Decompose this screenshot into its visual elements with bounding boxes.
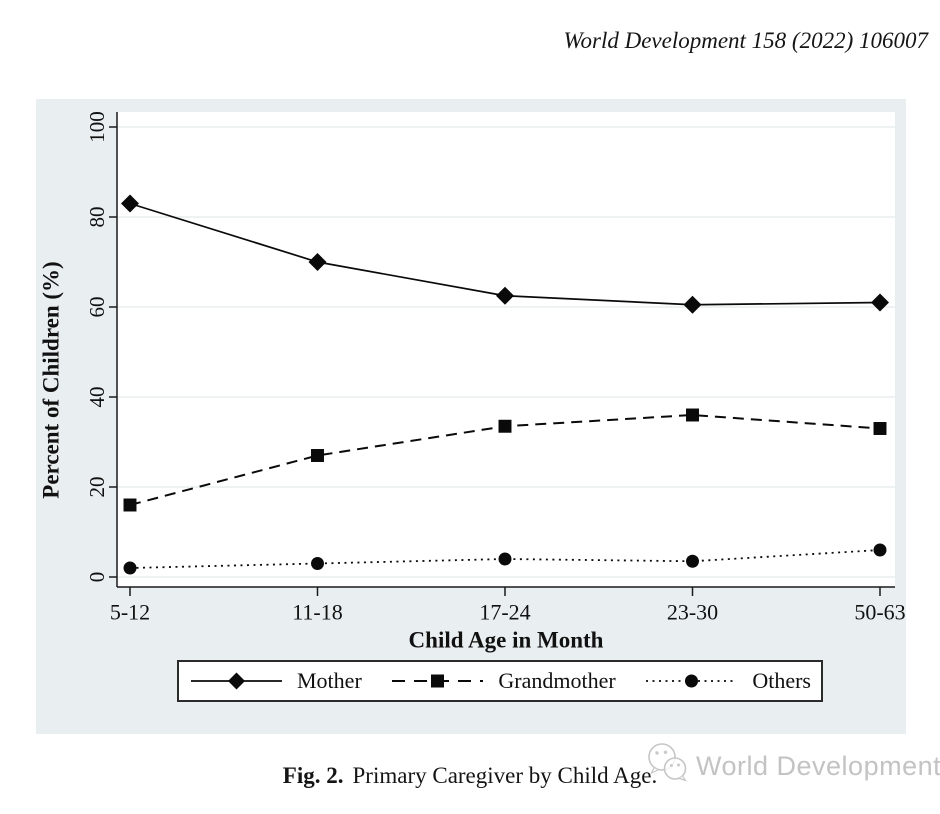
plot-area <box>117 112 895 587</box>
marker-circle-others <box>873 543 887 557</box>
legend-item-others: Others <box>644 668 811 694</box>
series-line-others <box>129 549 881 569</box>
marker-square-grandmother <box>686 408 699 422</box>
y-tick-label: 100 <box>85 111 109 143</box>
legend-label-grandmother: Grandmother <box>498 668 616 693</box>
marker-circle-others <box>686 554 699 568</box>
marker-square-grandmother <box>498 419 512 433</box>
legend-label-mother: Mother <box>297 668 362 693</box>
figure-panel: 0 20 40 60 80 100 5-12 11-18 17-24 23-30 50-63 Perc… <box>36 99 906 734</box>
y-axis-title: Percent of Children (%) <box>39 261 64 498</box>
x-tick-label: 5-12 <box>110 600 150 625</box>
y-tick-label: 80 <box>85 207 109 228</box>
legend-sample-dotted-line <box>646 674 738 688</box>
journal-header: World Development 158 (2022) 106007 <box>563 28 928 53</box>
x-axis-title: Child Age in Month <box>409 628 604 653</box>
marker-diamond-mother <box>308 253 327 271</box>
legend-item-grandmother: Grandmother <box>390 668 616 694</box>
figure-caption: Fig. 2. Primary Caregiver by Child Age. <box>0 763 940 789</box>
y-tick-label: 40 <box>85 387 109 408</box>
legend-marker-square-icon <box>431 674 445 688</box>
legend-label-others: Others <box>752 668 811 693</box>
marker-square-grandmother <box>123 498 137 512</box>
legend-item-mother: Mother <box>189 668 362 694</box>
x-tick-label: 50-63 <box>854 600 905 625</box>
y-tick-label: 0 <box>85 572 109 583</box>
figure-caption-label: Fig. 2. <box>282 763 344 788</box>
marker-circle-others <box>498 552 512 566</box>
figure-caption-text: Primary Caregiver by Child Age. <box>352 763 658 788</box>
legend-sample-dashed-line <box>392 674 484 688</box>
x-tick-label: 11-18 <box>292 600 343 625</box>
marker-circle-others <box>123 561 137 575</box>
marker-diamond-mother <box>496 286 514 305</box>
x-tick-label: 17-24 <box>479 600 530 625</box>
marker-diamond-mother <box>683 295 702 314</box>
marker-square-grandmother <box>873 422 887 435</box>
marker-diamond-mother <box>121 194 139 213</box>
marker-diamond-mother <box>871 293 889 312</box>
x-tick-label: 23-30 <box>667 600 718 625</box>
y-tick-label: 60 <box>85 297 109 318</box>
legend-marker-diamond-icon <box>228 672 245 690</box>
legend-sample-solid-line <box>191 672 282 690</box>
chart-legend: Mother Grandmother Others <box>177 660 823 702</box>
legend-marker-circle-icon <box>685 674 699 688</box>
caregiver-line-chart: 0 20 40 60 80 100 5-12 11-18 17-24 23-30 50-63 Perc… <box>39 111 906 653</box>
marker-circle-others <box>311 557 324 570</box>
marker-square-grandmother <box>311 449 324 462</box>
y-tick-label: 20 <box>85 477 109 498</box>
